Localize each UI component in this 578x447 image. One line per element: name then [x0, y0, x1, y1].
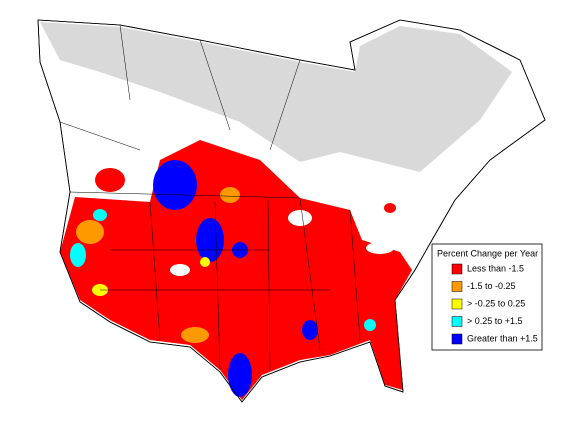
legend-label: > 0.25 to +1.5	[467, 316, 523, 326]
legend-swatch	[451, 316, 463, 327]
legend-box	[431, 243, 543, 351]
legend-label: Greater than +1.5	[467, 333, 538, 343]
region	[302, 320, 318, 340]
legend-label: > -0.25 to 0.25	[467, 298, 525, 308]
region	[314, 207, 326, 217]
region	[95, 168, 125, 192]
region	[364, 319, 376, 331]
legend-swatch	[451, 281, 463, 292]
gap	[366, 242, 394, 254]
coastline	[37, 19, 546, 403]
region	[228, 353, 252, 397]
border	[59, 24, 361, 371]
legend-label: -1.5 to -0.25	[467, 281, 516, 291]
region	[93, 209, 107, 221]
region	[60, 140, 412, 400]
gap	[170, 264, 190, 276]
legend-swatch	[451, 263, 463, 275]
region	[200, 257, 210, 267]
region	[384, 203, 396, 213]
region	[220, 187, 240, 203]
region	[76, 220, 104, 244]
legend-title: Percent Change per Year	[437, 248, 538, 258]
legend: Percent Change per Year Less than -1.5 -1…	[431, 243, 543, 351]
legend-label: Less than -1.5	[467, 263, 524, 273]
region	[181, 327, 209, 343]
legend-swatch	[451, 298, 463, 310]
no-data-region	[40, 22, 512, 172]
region	[153, 160, 197, 210]
gap	[288, 210, 312, 226]
region	[196, 218, 224, 262]
legend-swatch	[451, 333, 463, 345]
region	[70, 243, 86, 267]
